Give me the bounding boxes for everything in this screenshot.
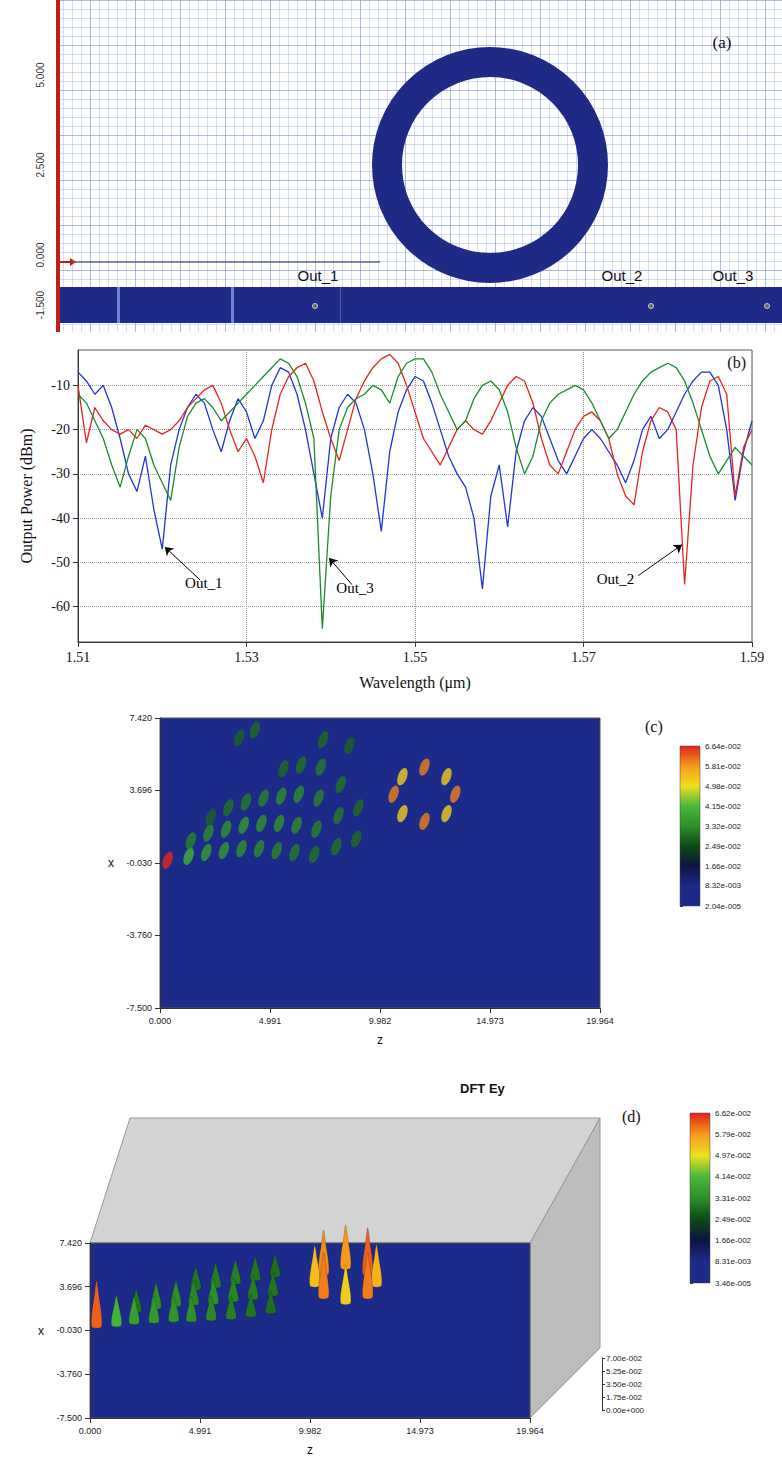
svg-text:0.000: 0.000 (149, 1016, 172, 1026)
svg-text:Out_2: Out_2 (597, 571, 635, 587)
svg-text:2.49e-002: 2.49e-002 (705, 842, 742, 851)
svg-text:(a): (a) (713, 33, 732, 52)
svg-text:(c): (c) (645, 718, 663, 736)
svg-text:-10: -10 (51, 378, 70, 393)
svg-text:2.04e-005: 2.04e-005 (705, 902, 742, 911)
svg-text:7.420: 7.420 (129, 713, 152, 723)
svg-text:-20: -20 (51, 422, 70, 437)
svg-text:4.991: 4.991 (189, 1426, 212, 1436)
svg-text:1.59: 1.59 (740, 650, 765, 665)
svg-text:Output Power (dBm): Output Power (dBm) (18, 428, 36, 563)
svg-text:14.973: 14.973 (406, 1426, 434, 1436)
svg-text:-0.030: -0.030 (56, 1325, 82, 1335)
svg-text:DFT Ey: DFT Ey (460, 1081, 506, 1096)
svg-text:0.00e+000: 0.00e+000 (606, 1406, 645, 1415)
svg-text:6.62e-002: 6.62e-002 (715, 1109, 752, 1118)
svg-text:(d): (d) (622, 1108, 641, 1126)
svg-text:4.991: 4.991 (259, 1016, 282, 1026)
svg-text:4.14e-002: 4.14e-002 (715, 1172, 752, 1181)
svg-text:-1.500: -1.500 (35, 290, 46, 319)
svg-text:1.57: 1.57 (571, 650, 596, 665)
svg-text:Out_2: Out_2 (602, 267, 643, 284)
svg-text:19.964: 19.964 (516, 1426, 544, 1436)
svg-text:Out_1: Out_1 (185, 575, 223, 591)
svg-text:6.64e-002: 6.64e-002 (705, 742, 742, 751)
svg-text:5.81e-002: 5.81e-002 (705, 762, 742, 771)
svg-text:3.696: 3.696 (59, 1282, 82, 1292)
svg-text:1.53: 1.53 (234, 650, 259, 665)
svg-text:3.46e-005: 3.46e-005 (715, 1279, 752, 1288)
svg-text:9.982: 9.982 (299, 1426, 322, 1436)
svg-text:x: x (108, 856, 114, 870)
svg-text:2.500: 2.500 (35, 152, 46, 177)
svg-text:-0.030: -0.030 (126, 858, 152, 868)
svg-text:4.98e-002: 4.98e-002 (705, 782, 742, 791)
svg-text:3.31e-002: 3.31e-002 (715, 1194, 752, 1203)
svg-text:4.15e-002: 4.15e-002 (705, 802, 742, 811)
svg-text:Out_3: Out_3 (713, 267, 754, 284)
svg-text:4.97e-002: 4.97e-002 (715, 1151, 752, 1160)
svg-text:-3.760: -3.760 (56, 1369, 82, 1379)
svg-text:1.51: 1.51 (66, 650, 91, 665)
svg-text:3.32e-002: 3.32e-002 (705, 822, 742, 831)
svg-text:8.31e-003: 8.31e-003 (715, 1257, 752, 1266)
svg-text:7.420: 7.420 (59, 1238, 82, 1248)
svg-text:9.982: 9.982 (369, 1016, 392, 1026)
svg-text:2.49e-002: 2.49e-002 (715, 1215, 752, 1224)
svg-text:z: z (377, 1033, 383, 1047)
svg-text:1.55: 1.55 (403, 650, 428, 665)
svg-text:-3.760: -3.760 (126, 930, 152, 940)
svg-text:3.696: 3.696 (129, 785, 152, 795)
svg-text:1.75e-002: 1.75e-002 (606, 1393, 643, 1402)
svg-text:19.964: 19.964 (586, 1016, 614, 1026)
svg-text:1.66e-002: 1.66e-002 (715, 1236, 752, 1245)
svg-text:1.66e-002: 1.66e-002 (705, 862, 742, 871)
svg-text:5.79e-002: 5.79e-002 (715, 1130, 752, 1139)
svg-text:Out_1: Out_1 (298, 267, 339, 284)
svg-text:-40: -40 (51, 511, 70, 526)
svg-text:(b): (b) (727, 354, 746, 372)
svg-text:-30: -30 (51, 466, 70, 481)
svg-text:Wavelength (μm): Wavelength (μm) (359, 674, 471, 692)
svg-text:14.973: 14.973 (476, 1016, 504, 1026)
svg-text:x: x (38, 1324, 44, 1338)
svg-text:8.32e-003: 8.32e-003 (705, 881, 742, 890)
svg-text:-7.500: -7.500 (126, 1003, 152, 1013)
svg-text:z: z (307, 1443, 313, 1457)
svg-text:5.000: 5.000 (35, 62, 46, 87)
svg-text:-50: -50 (51, 555, 70, 570)
svg-text:7.00e-002: 7.00e-002 (606, 1354, 643, 1363)
svg-text:-7.500: -7.500 (56, 1413, 82, 1423)
svg-text:0.000: 0.000 (79, 1426, 102, 1436)
svg-text:Out_3: Out_3 (336, 580, 374, 596)
svg-text:5.25e-002: 5.25e-002 (606, 1367, 643, 1376)
svg-text:0.000: 0.000 (35, 242, 46, 267)
svg-text:-60: -60 (51, 599, 70, 614)
svg-text:3.50e-002: 3.50e-002 (606, 1380, 643, 1389)
